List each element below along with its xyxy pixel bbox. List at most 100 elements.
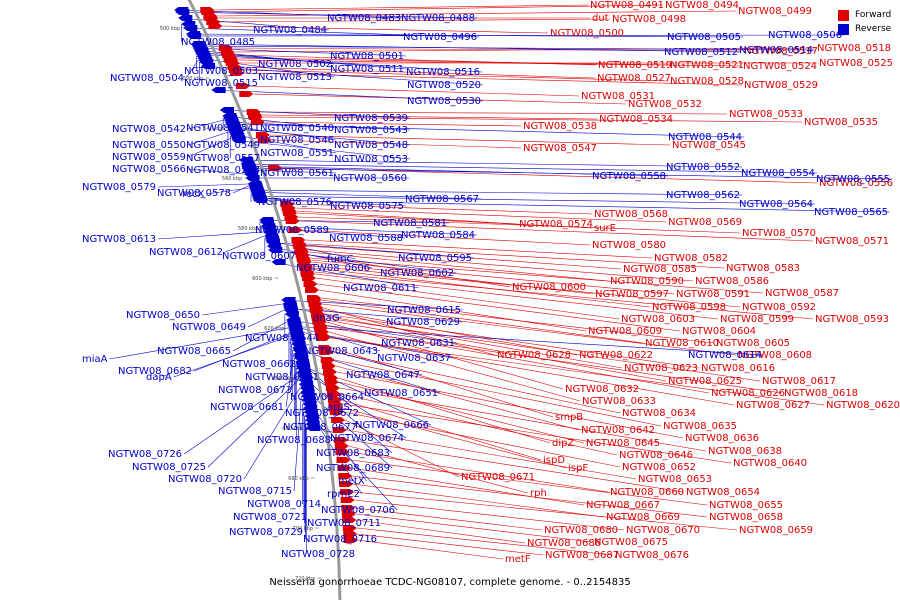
forward-gene-label: NGTW08_0590 <box>610 276 684 287</box>
forward-connector <box>222 25 549 34</box>
forward-gene-label: NGTW08_0528 <box>670 76 744 87</box>
forward-connector <box>341 399 542 461</box>
forward-gene-label: NGTW08_0610 <box>645 338 719 349</box>
reverse-connector <box>195 53 483 73</box>
reverse-gene-label: NGTW08_0553 <box>334 154 408 165</box>
tick-label: 600 kbp <box>252 276 272 282</box>
reverse-gene <box>306 425 321 431</box>
forward-gene-label: NGTW08_0517 <box>744 46 818 57</box>
forward-connector <box>305 239 653 259</box>
forward-gene-label: NGTW08_0556 <box>819 178 893 189</box>
reverse-gene <box>211 87 226 93</box>
forward-gene <box>288 227 303 233</box>
forward-connector <box>310 257 764 294</box>
forward-connector <box>350 459 708 506</box>
forward-gene <box>250 119 265 125</box>
forward-gene-label: NGTW08_0627 <box>736 400 810 411</box>
forward-connector <box>357 533 544 556</box>
reverse-connector <box>158 183 248 188</box>
reverse-gene <box>178 15 193 21</box>
forward-connector <box>352 475 708 518</box>
forward-gene-label: NGTW08_0640 <box>733 458 807 469</box>
forward-connector <box>318 289 587 332</box>
forward-gene-label: NGTW08_0654 <box>686 487 760 498</box>
forward-connector <box>353 483 605 518</box>
reverse-gene-label: NGTW08_0721 <box>233 512 307 523</box>
reverse-connector <box>158 231 264 240</box>
reverse-connector <box>247 309 285 328</box>
forward-gene-label: NGTW08_0633 <box>582 396 656 407</box>
reverse-gene-label: NGTW08_0504 <box>110 73 184 84</box>
forward-gene-label: NGTW08_0626 <box>711 388 785 399</box>
reverse-connector <box>240 163 818 174</box>
forward-gene-label: NGTW08_0538 <box>523 121 597 132</box>
reverse-gene-label: NGTW08_0488 <box>401 13 475 24</box>
forward-gene-label: NGTW08_0622 <box>579 350 653 361</box>
forward-gene <box>268 165 283 171</box>
forward-connector <box>329 335 735 406</box>
forward-gene-label: NGTW08_0535 <box>804 117 878 128</box>
reverse-gene <box>183 25 198 31</box>
forward-connector <box>296 210 518 225</box>
forward-gene-label: NGTW08_0605 <box>716 338 790 349</box>
reverse-connector <box>175 11 478 19</box>
forward-gene-label: NGTW08_0524 <box>743 61 817 72</box>
legend-reverse: Reverse <box>838 22 900 36</box>
forward-connector <box>260 111 728 115</box>
forward-connector <box>353 491 738 531</box>
forward-connector <box>217 10 737 17</box>
reverse-connector <box>242 167 893 180</box>
backbone-arc <box>187 0 342 600</box>
reverse-gene-label: NGTW08_0484 <box>253 25 327 36</box>
forward-connector <box>325 315 623 369</box>
reverse-gene-label: NGTW08_0563 <box>186 165 260 176</box>
forward-swatch <box>838 9 849 21</box>
reverse-connector <box>183 375 298 455</box>
reverse-connector <box>187 137 232 158</box>
forward-connector <box>343 407 567 469</box>
reverse-connector <box>201 65 484 86</box>
forward-gene-label: NGTW08_0669 <box>606 512 680 523</box>
forward-gene <box>334 443 349 449</box>
forward-gene-label: NGTW08_0618 <box>784 388 858 399</box>
forward-connector <box>323 307 496 356</box>
forward-connector <box>326 319 667 382</box>
forward-connector <box>242 69 669 82</box>
reverse-gene-label: NGTW08_0615 <box>387 305 461 316</box>
forward-connector <box>335 365 580 431</box>
forward-connector <box>234 47 816 53</box>
forward-gene-label: NGTW08_0534 <box>599 114 673 125</box>
reverse-gene-label: NGTW08_0502 <box>258 59 332 70</box>
reverse-gene-label: NGTW08_0566 <box>112 164 186 175</box>
forward-gene <box>325 385 340 391</box>
forward-connector <box>249 85 580 97</box>
reverse-connector <box>202 303 283 316</box>
reverse-gene-label: NGTW08_0649 <box>172 322 246 333</box>
forward-connector <box>339 387 707 452</box>
reverse-gene-label: NGTW08_0589 <box>255 225 329 236</box>
forward-connector <box>311 259 675 295</box>
reverse-gene-label: NGTW08_0606 <box>296 263 370 274</box>
reverse-gene-label: NGTW08_0562 <box>666 190 740 201</box>
forward-gene <box>341 505 356 511</box>
reverse-gene-label: NGTW08_0644 <box>245 333 319 344</box>
forward-gene <box>230 70 245 76</box>
forward-connector <box>321 299 644 344</box>
reverse-gene-label: NGTW08_0661 <box>245 372 319 383</box>
reverse-gene-label: miaA <box>82 354 108 365</box>
forward-gene-label: NGTW08_0670 <box>626 525 700 536</box>
forward-connector <box>315 277 620 320</box>
reverse-gene <box>271 259 286 265</box>
forward-gene-label: NGTW08_0628 <box>497 350 571 361</box>
forward-gene <box>333 437 348 443</box>
reverse-connector <box>251 195 816 205</box>
forward-gene <box>305 287 320 293</box>
forward-gene <box>257 137 272 143</box>
forward-gene-label: NGTW08_0652 <box>622 462 696 473</box>
forward-gene <box>336 457 351 463</box>
forward-connector <box>349 451 609 493</box>
forward-gene-label: NGTW08_0638 <box>708 446 782 457</box>
forward-gene-label: NGTW08_0676 <box>615 550 689 561</box>
forward-gene <box>316 335 331 341</box>
reverse-connector <box>224 235 265 253</box>
